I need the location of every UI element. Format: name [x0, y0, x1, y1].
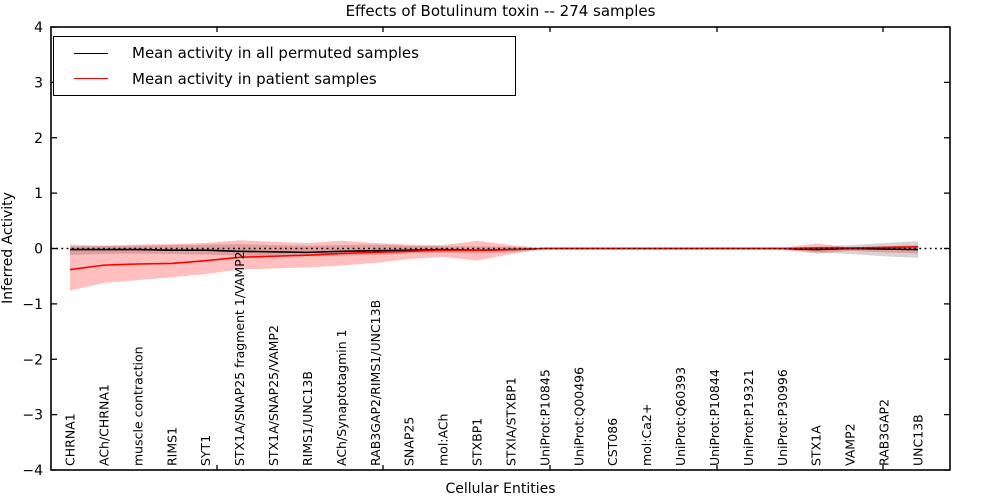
legend: Mean activity in all permuted samples Me… — [53, 36, 516, 96]
legend-label-permuted: Mean activity in all permuted samples — [132, 44, 419, 63]
x-tick-label: STXBP1 — [470, 418, 485, 466]
x-tick-label: ACh/CHRNA1 — [96, 384, 111, 466]
x-tick-label: UniProt:P19321 — [741, 369, 756, 466]
x-tick-label: STXIA/STXBP1 — [503, 377, 518, 466]
x-tick-label: SNAP25 — [402, 417, 417, 466]
y-tick-label: −1 — [22, 297, 43, 313]
x-tick-label: STX1A/SNAP25 fragment 1/VAMP2 — [232, 251, 247, 466]
x-tick-label: mol:Ca2+ — [639, 404, 654, 466]
y-tick-label: −4 — [22, 463, 43, 479]
x-tick-label: RAB3GAP2 — [877, 399, 892, 466]
x-tick-label: SYT1 — [198, 435, 213, 466]
x-tick-label: UniProt:P10845 — [537, 369, 552, 466]
x-tick-label: UniProt:P10844 — [707, 369, 722, 466]
x-tick-label: mol:ACh — [436, 414, 451, 467]
x-tick-label: RIMS1 — [164, 427, 179, 466]
x-tick-label: UNC13B — [911, 414, 926, 466]
chart-title: Effects of Botulinum toxin -- 274 sample… — [345, 2, 656, 20]
x-tick-label: CHRNA1 — [63, 413, 78, 466]
x-tick-label: UniProt:P30996 — [775, 369, 790, 466]
y-tick-label: 4 — [34, 20, 43, 36]
y-axis-title: Inferred Activity — [0, 192, 16, 304]
x-tick-label: CST086 — [605, 418, 620, 466]
legend-label-patient: Mean activity in patient samples — [132, 69, 377, 88]
x-tick-label: UniProt:Q60393 — [673, 367, 688, 466]
x-tick-label: ACh/Synaptotagmin 1 — [334, 329, 349, 466]
x-tick-label: VAMP2 — [843, 423, 858, 466]
y-tick-label: −2 — [22, 352, 43, 368]
y-tick-label: −3 — [22, 408, 43, 424]
legend-red-line-swatch — [74, 78, 108, 80]
y-tick-label: 3 — [34, 75, 43, 91]
x-tick-label: UniProt:Q00496 — [571, 367, 586, 466]
y-tick-label: 1 — [34, 186, 43, 202]
y-tick-label: 0 — [34, 242, 43, 258]
legend-black-line-swatch — [74, 52, 108, 54]
x-tick-label: STX1A/SNAP25/VAMP2 — [266, 325, 281, 466]
x-tick-label: RIMS1/UNC13B — [300, 371, 315, 466]
y-tick-label: 2 — [34, 131, 43, 147]
x-tick-label: RAB3GAP2/RIMS1/UNC13B — [368, 300, 383, 466]
x-tick-label: muscle contraction — [130, 346, 145, 466]
patient-confidence-band — [70, 240, 918, 291]
legend-entry-patient: Mean activity in patient samples — [74, 70, 515, 88]
legend-entry-permuted: Mean activity in all permuted samples — [74, 44, 515, 62]
x-tick-label: STX1A — [809, 425, 824, 466]
x-axis-title: Cellular Entities — [445, 481, 556, 497]
patient-mean-line — [69, 246, 919, 271]
